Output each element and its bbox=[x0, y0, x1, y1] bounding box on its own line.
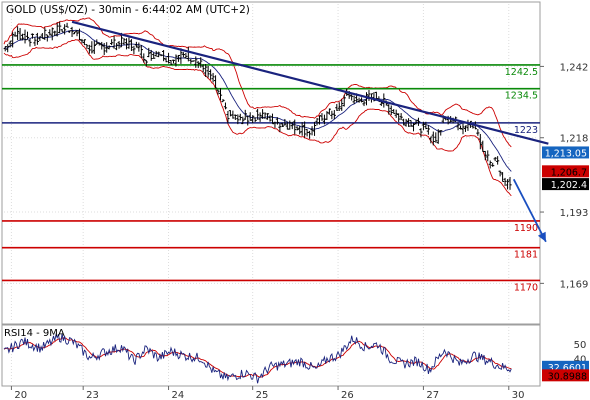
rsi-title: RSI14 - 9MA bbox=[4, 328, 65, 339]
bollinger-bands bbox=[3, 17, 512, 197]
price-tick-label: 1,242 bbox=[560, 62, 589, 73]
price-badge-bg bbox=[542, 165, 589, 178]
price-badge-label: 1,206.7 bbox=[551, 167, 587, 178]
down-trendline bbox=[71, 20, 549, 145]
rsi-gridlines bbox=[10, 327, 510, 384]
price-tick-label: 1,169 bbox=[560, 279, 589, 290]
main-gridlines bbox=[4, 4, 536, 322]
rsi-tick-label: 50 bbox=[574, 340, 587, 351]
price-badge-label: 1,202.4 bbox=[551, 180, 587, 191]
rsi-badge-bg bbox=[542, 369, 589, 382]
rsi-plot-area bbox=[1, 324, 541, 387]
horizontal-levels: 1242.5 1234.5 1223 1190 1181 1170 bbox=[2, 64, 540, 293]
time-tick-label: 25 bbox=[256, 390, 269, 400]
trendline bbox=[71, 20, 549, 145]
price-bars bbox=[3, 21, 512, 190]
projection-arrow bbox=[512, 178, 547, 243]
level-label: 1181 bbox=[514, 250, 538, 261]
level-label: 1170 bbox=[514, 282, 538, 293]
level-label: 1190 bbox=[514, 223, 538, 234]
price-tick-label: 1,218 bbox=[560, 134, 589, 145]
rsi-line bbox=[3, 333, 512, 384]
time-tick-label: 24 bbox=[172, 390, 185, 400]
time-tick-label: 27 bbox=[426, 390, 439, 400]
main-plot-area bbox=[1, 1, 541, 325]
price-badge-label: 1,213.05 bbox=[545, 148, 587, 159]
main-panel: 1242.5 1234.5 1223 1190 1181 1170 GOLD (US$/O… bbox=[1, 1, 589, 325]
arrow-head bbox=[537, 231, 546, 242]
lower-band bbox=[3, 39, 512, 197]
rsi-tick-label: 40 bbox=[574, 354, 587, 365]
level-label: 1223 bbox=[514, 125, 538, 136]
arrow-shaft bbox=[512, 178, 547, 243]
rsi-polyline bbox=[3, 333, 512, 384]
time-axis-ticks: 20 23 24 25 26 27 30 bbox=[10, 386, 525, 400]
time-tick-label: 30 bbox=[512, 390, 525, 400]
main-chart-title: GOLD (US$/OZ) - 30min - 6:44:02 AM (UTC+… bbox=[6, 4, 250, 16]
price-badge-bg bbox=[542, 146, 589, 159]
level-label: 1234.5 bbox=[505, 91, 538, 102]
price-axis-ticks: 1,242 1,218 1,193 1,169 bbox=[540, 62, 588, 290]
time-tick-label: 23 bbox=[86, 390, 99, 400]
level-label: 1242.5 bbox=[505, 67, 538, 78]
price-badge-bg bbox=[542, 178, 589, 191]
time-tick-label: 20 bbox=[14, 390, 27, 400]
price-badges: 1,213.05 1,206.7 1,202.4 bbox=[542, 146, 589, 191]
price-tick-label: 1,193 bbox=[560, 208, 589, 219]
time-tick-label: 26 bbox=[341, 390, 354, 400]
rsi-badge-label: 30.8988 bbox=[548, 371, 587, 382]
upper-band bbox=[3, 17, 512, 148]
rsi-badge-label: 32.6601 bbox=[548, 363, 587, 374]
